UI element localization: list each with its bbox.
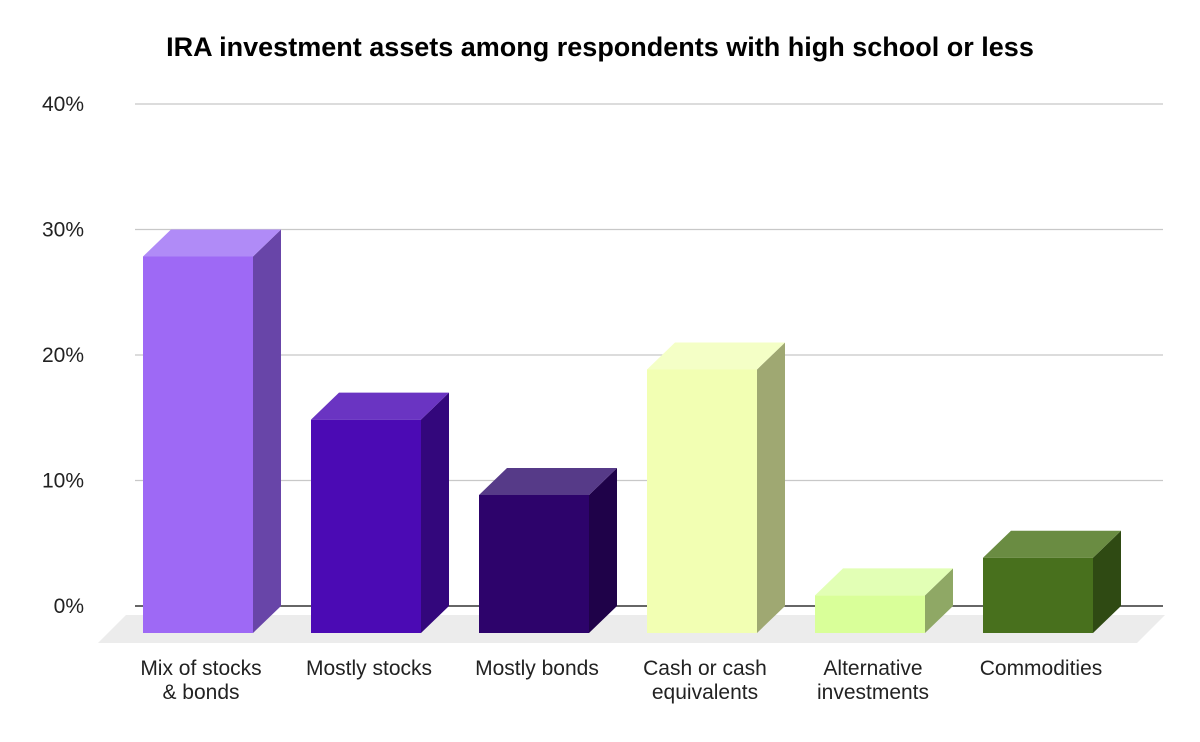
y-tick-label: 10%	[42, 470, 84, 493]
bar-top	[479, 467, 617, 495]
bar-top	[143, 229, 281, 257]
bar-side	[925, 568, 953, 633]
x-category-label: Mix of stocks & bonds	[140, 657, 261, 704]
x-category-label: Cash or cash equivalents	[643, 657, 767, 704]
bar-side	[253, 229, 281, 633]
y-tick-label: 40%	[42, 93, 84, 116]
bar-top	[983, 530, 1121, 558]
y-tick-label: 0%	[54, 595, 84, 618]
bar	[647, 369, 757, 633]
x-category-label: Alternative investments	[817, 657, 929, 704]
bar-side	[421, 392, 449, 633]
y-tick-label: 20%	[42, 344, 84, 367]
bar-side	[757, 342, 785, 633]
bar-side	[589, 467, 617, 633]
x-category-label: Mostly bonds	[475, 657, 599, 680]
bar	[311, 419, 421, 633]
bar	[815, 595, 925, 633]
x-category-label: Mostly stocks	[306, 657, 432, 680]
bar-top	[311, 392, 449, 420]
bar	[479, 494, 589, 633]
bar	[143, 256, 253, 633]
x-category-label: Commodities	[980, 657, 1103, 680]
bar-side	[1093, 530, 1121, 633]
y-tick-label: 30%	[42, 219, 84, 242]
bar-top	[647, 342, 785, 370]
chart-title: IRA investment assets among respondents …	[166, 32, 1034, 62]
bar	[983, 557, 1093, 633]
bar-top	[815, 568, 953, 596]
